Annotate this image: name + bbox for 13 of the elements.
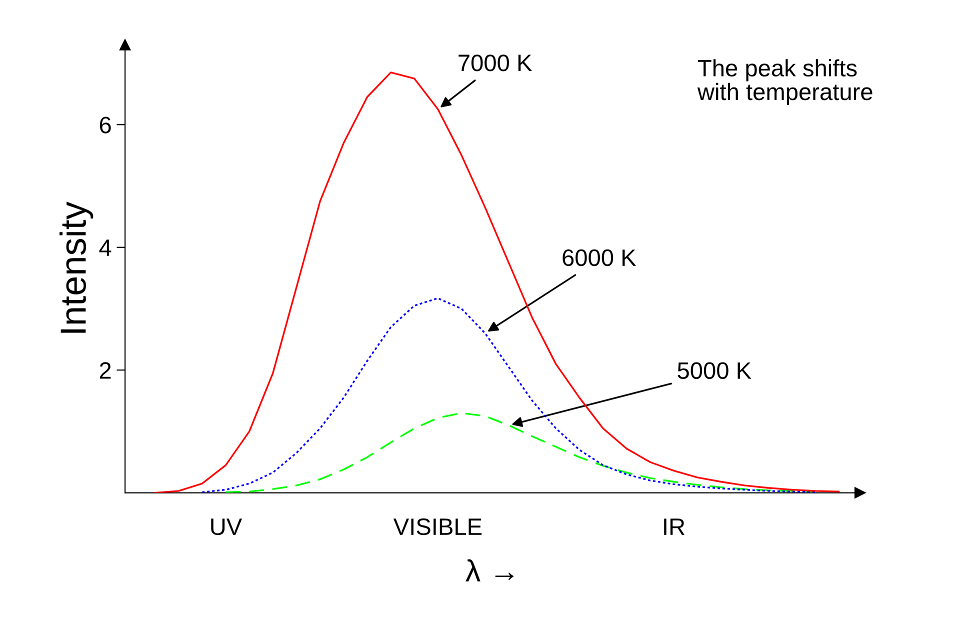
- x-tick-label: VISIBLE: [393, 518, 482, 536]
- line-series: [201, 297, 816, 493]
- series-label: 7000 K: [458, 54, 532, 72]
- y-tick-label: 2: [100, 362, 111, 379]
- x-tick-label: IR: [664, 518, 684, 535]
- text: 5000 K: [678, 362, 752, 379]
- x-axis-title: λ →: [466, 559, 514, 582]
- x-tick-label: UV: [211, 518, 242, 536]
- y-tick-label: 6: [100, 116, 111, 134]
- annotation: The peak shifts with temperature: [697, 59, 872, 105]
- y-axis-title: Intensity: [60, 202, 94, 333]
- y-tick-label: 4: [99, 240, 112, 256]
- text: 6000 K: [562, 249, 636, 266]
